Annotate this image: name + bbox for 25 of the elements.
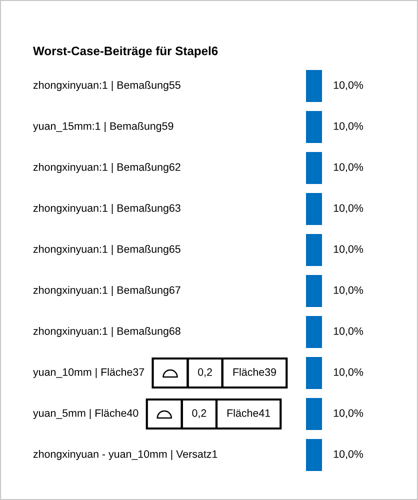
data-label: 10,0% (334, 286, 364, 296)
text: Fläche41 (227, 409, 270, 417)
text: 0,2 (192, 409, 206, 418)
y-tick-label: zhongxinyuan:1 | Bemaßung67 (33, 286, 180, 296)
data-label: 10,0% (334, 368, 364, 378)
text: Worst-Case-Beiträge für Stapel6 (33, 46, 218, 58)
data-label: 10,0% (334, 450, 364, 460)
y-tick-label: yuan_5mm | Fläche40 (33, 408, 138, 420)
data-label: 10,0% (334, 204, 364, 214)
y-tick-label: yuan_10mm | Fläche37 (33, 368, 144, 378)
data-label: 10,0% (334, 163, 364, 172)
text: Fläche39 (233, 368, 276, 376)
data-label: 10,0% (334, 245, 364, 254)
data-label: 10,0% (334, 409, 364, 418)
y-tick-label: zhongxinyuan:1 | Bemaßung62 (33, 162, 180, 174)
data-label: 10,0% (334, 122, 364, 132)
y-tick-label: zhongxinyuan - yuan_10mm | Versatz1 (33, 450, 218, 460)
data-label: 10,0% (334, 81, 364, 90)
y-tick-label: zhongxinyuan:1 | Bemaßung55 (33, 80, 180, 92)
data-label: 10,0% (334, 327, 364, 336)
y-tick-label: zhongxinyuan:1 | Bemaßung63 (33, 204, 180, 214)
text: 0,2 (198, 368, 212, 378)
y-tick-label: yuan_15mm:1 | Bemaßung59 (33, 122, 174, 132)
y-tick-label: zhongxinyuan:1 | Bemaßung65 (33, 244, 180, 256)
y-tick-label: zhongxinyuan:1 | Bemaßung68 (33, 326, 180, 338)
